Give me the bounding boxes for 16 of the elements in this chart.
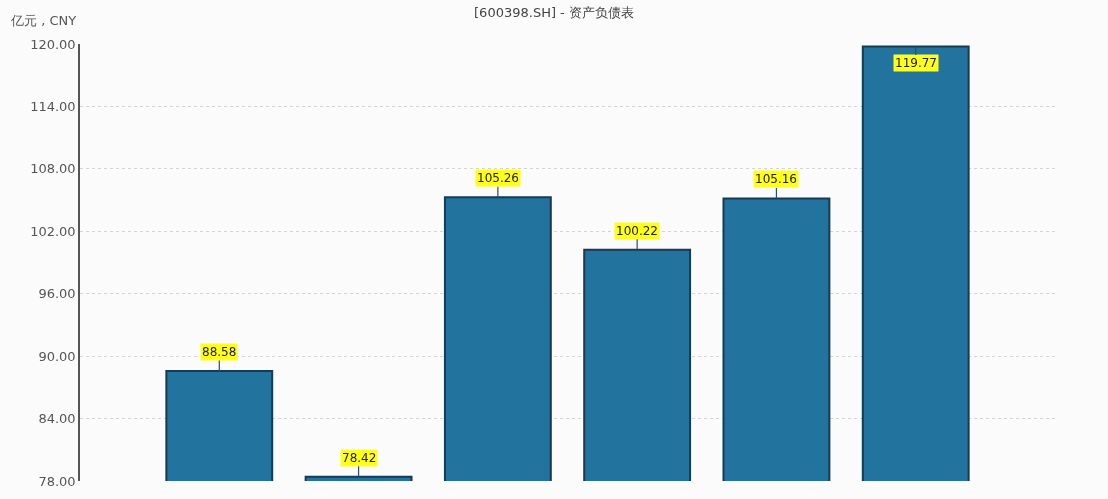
data-label: 88.58 [202,345,237,359]
y-tick-label: 102.00 [30,223,76,239]
y-axis-title: 亿元 , CNY [10,13,77,28]
data-label: 119.77 [895,56,937,70]
y-tick-label: 90.00 [38,348,76,364]
y-tick-label: 96.00 [38,286,76,302]
chart-title: [600398.SH] - 资产负债表 [474,4,634,20]
y-tick-label: 114.00 [30,98,76,114]
data-label: 78.42 [342,451,377,465]
y-tick-label: 78.00 [38,473,76,489]
y-tick-label: 108.00 [30,161,76,177]
y-tick-label: 120.00 [30,36,76,52]
y-tick-label: 84.00 [38,411,76,427]
data-label: 105.26 [477,171,519,185]
data-label: 105.16 [755,172,797,186]
data-label: 100.22 [616,224,658,238]
